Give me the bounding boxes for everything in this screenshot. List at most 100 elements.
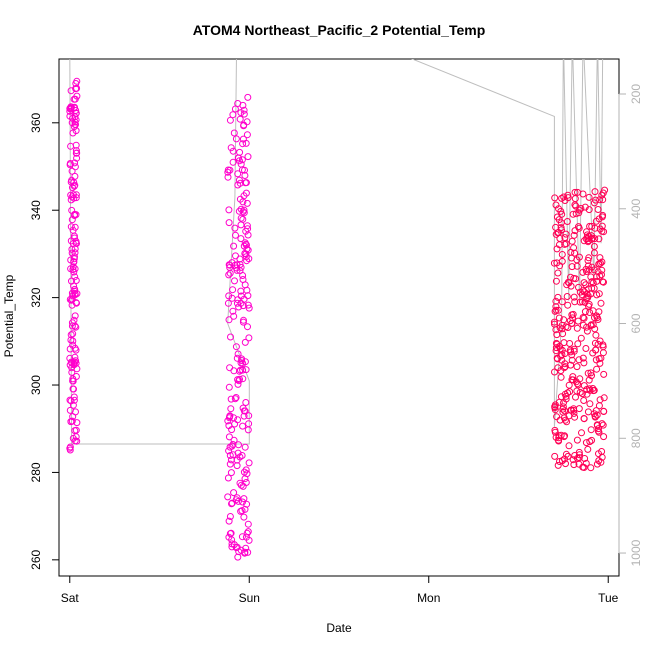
y-tick-label: 320: [29, 287, 43, 307]
data-point: [237, 481, 245, 489]
data-point: [583, 231, 591, 239]
data-point: [567, 248, 575, 256]
data-point: [584, 408, 592, 416]
data-point: [227, 405, 235, 413]
data-point: [552, 326, 560, 334]
data-point: [238, 452, 246, 459]
data-point: [582, 459, 590, 467]
data-point: [66, 396, 74, 404]
data-point: [242, 544, 250, 552]
data-point: [68, 417, 76, 425]
data-point: [580, 415, 588, 423]
data-point: [240, 192, 248, 200]
data-point: [562, 450, 570, 458]
data-point: [551, 426, 559, 434]
x-tick-label: Sat: [61, 591, 80, 605]
y-axis-label: Potential_Temp: [2, 274, 16, 357]
data-point: [578, 429, 585, 437]
data-point: [229, 111, 237, 119]
data-point: [232, 343, 240, 351]
data-point: [71, 212, 78, 219]
x-tick-label: Tue: [598, 591, 619, 605]
data-point: [72, 408, 79, 416]
data-point: [595, 457, 603, 465]
data-point: [583, 290, 591, 298]
data-point: [586, 309, 594, 316]
data-point: [226, 513, 234, 520]
data-point: [72, 433, 80, 441]
data-point: [71, 172, 79, 180]
data-point: [563, 281, 571, 289]
data-point: [227, 333, 234, 341]
data-point: [588, 222, 596, 230]
data-point: [595, 235, 603, 243]
data-point: [239, 208, 247, 216]
data-point: [232, 394, 240, 401]
data-point: [569, 373, 577, 381]
data-point: [234, 376, 242, 384]
data-point: [234, 380, 242, 388]
data-point: [567, 273, 574, 281]
data-point: [233, 456, 241, 464]
data-point: [228, 426, 236, 434]
data-point: [68, 119, 76, 127]
data-point: [554, 306, 562, 314]
data-point: [240, 316, 247, 324]
y2-tick-label: 200: [629, 84, 643, 104]
data-point: [589, 307, 597, 315]
data-point: [580, 464, 588, 471]
data-point: [585, 254, 593, 262]
data-point: [66, 361, 74, 369]
data-point: [565, 412, 573, 420]
data-point: [73, 84, 81, 92]
data-point: [575, 454, 583, 462]
data-point: [228, 294, 236, 302]
data-point: [585, 206, 593, 214]
data-point: [229, 158, 237, 166]
data-point: [570, 406, 578, 414]
data-point: [552, 230, 560, 238]
data-point: [557, 373, 565, 381]
data-point: [237, 221, 245, 229]
data-point: [581, 308, 589, 316]
data-point: [71, 322, 79, 330]
data-point: [240, 412, 248, 420]
data-point: [244, 225, 252, 233]
data-point: [239, 375, 247, 383]
data-point: [568, 263, 576, 271]
data-point: [564, 191, 572, 199]
data-point: [72, 149, 80, 157]
data-point: [568, 311, 576, 319]
data-point: [237, 235, 245, 243]
data-point: [600, 394, 608, 402]
data-point: [71, 223, 79, 231]
data-point: [565, 381, 573, 389]
data-point: [72, 346, 80, 354]
data-point: [571, 201, 579, 209]
data-point: [573, 324, 581, 332]
data-point: [558, 251, 566, 258]
data-point: [239, 276, 247, 283]
data-point: [229, 441, 237, 448]
data-point: [231, 277, 238, 285]
data-point: [244, 153, 252, 161]
data-point: [554, 355, 561, 363]
data-point: [582, 345, 590, 352]
data-point: [550, 318, 558, 326]
data-point: [225, 261, 233, 269]
data-point: [243, 257, 251, 265]
data-point: [579, 354, 587, 362]
data-point: [244, 323, 251, 331]
data-point: [72, 323, 80, 331]
data-point: [229, 286, 237, 294]
data-point: [243, 118, 251, 126]
data-point: [232, 135, 240, 143]
data-point: [584, 257, 592, 264]
data-point: [67, 223, 75, 231]
data-point: [556, 458, 563, 465]
data-point: [238, 166, 246, 174]
data-point: [231, 395, 239, 403]
data-point: [561, 390, 569, 398]
data-point: [572, 393, 579, 401]
data-point: [233, 543, 241, 551]
